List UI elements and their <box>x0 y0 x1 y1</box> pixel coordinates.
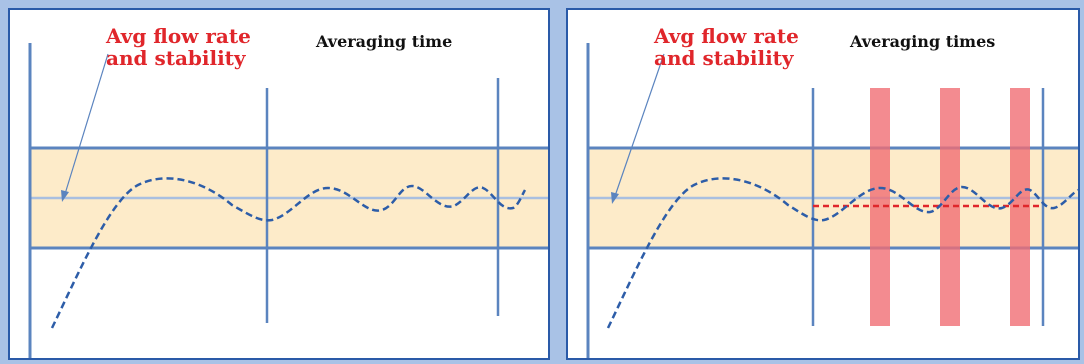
callout-arrowhead <box>61 190 69 202</box>
callout-arrow-line <box>614 53 665 197</box>
callout-arrowhead <box>611 192 619 204</box>
avg-flow-rate-label-line1: Avg flow rate <box>654 24 799 48</box>
avg-flow-rate-label: Avg flow rate and stability <box>654 25 799 69</box>
left-diagram-panel: Avg flow rate and stability Averaging ti… <box>8 8 550 360</box>
avg-flow-rate-label-line2: and stability <box>654 46 794 70</box>
averaging-window-1 <box>870 88 890 326</box>
avg-flow-rate-label: Avg flow rate and stability <box>106 25 251 69</box>
avg-flow-rate-label-line2: and stability <box>106 46 246 70</box>
avg-flow-rate-label-line1: Avg flow rate <box>106 24 251 48</box>
right-diagram-panel: Avg flow rate and stability Averaging ti… <box>566 8 1080 360</box>
left-diagram-canvas <box>28 43 548 358</box>
averaging-window-3 <box>1010 88 1030 326</box>
averaging-window-2 <box>940 88 960 326</box>
averaging-times-heading: Averaging times <box>850 32 996 51</box>
callout-arrow-line <box>64 53 109 195</box>
averaging-time-heading: Averaging time <box>316 32 453 51</box>
right-diagram-canvas <box>586 43 1078 358</box>
flow-rate-curve <box>606 177 1078 329</box>
flow-rate-curve <box>50 177 527 329</box>
